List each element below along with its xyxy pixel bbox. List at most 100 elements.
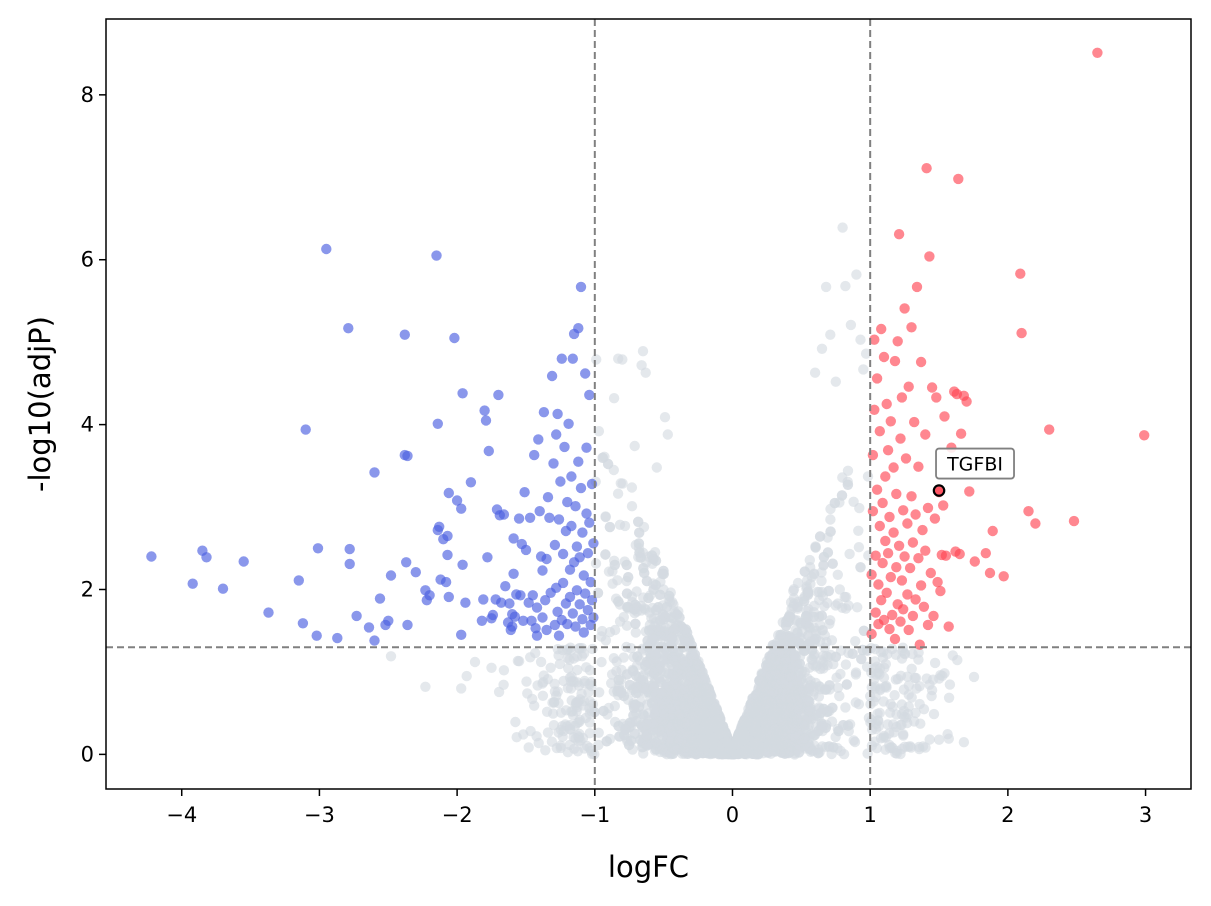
point-down (293, 575, 304, 586)
point-ns (566, 706, 577, 717)
point-ns (845, 319, 857, 331)
point-down (581, 442, 592, 453)
point-ns (958, 737, 970, 748)
point-ns (549, 678, 560, 689)
point-down (401, 557, 412, 568)
point-ns (853, 699, 865, 710)
point-up (922, 619, 934, 631)
point-ns (540, 745, 551, 756)
point-ns (692, 658, 703, 670)
point-ns (651, 462, 662, 473)
point-ns (638, 563, 649, 574)
point-ns (814, 531, 826, 542)
point-ns (832, 682, 844, 693)
point-ns (780, 708, 791, 719)
x-tick-label: −2 (442, 803, 473, 827)
point-down (369, 635, 380, 646)
point-ns (680, 729, 692, 740)
point-down (518, 615, 529, 626)
point-down (201, 552, 212, 563)
point-ns (921, 673, 932, 684)
point-ns (678, 660, 689, 671)
point-ns (928, 708, 940, 720)
point-ns (786, 672, 797, 683)
point-ns (667, 632, 678, 644)
point-ns (888, 727, 900, 738)
point-down (321, 243, 332, 255)
point-up (877, 557, 888, 569)
point-down (187, 578, 198, 589)
point-ns (741, 744, 752, 756)
point-ns (633, 538, 645, 549)
point-up (896, 575, 908, 586)
point-up (1030, 518, 1041, 529)
point-up (870, 607, 881, 618)
point-ns (609, 559, 620, 571)
point-ns (837, 222, 848, 233)
point-up (913, 461, 924, 472)
point-up (888, 462, 899, 473)
point-ns (788, 584, 800, 595)
point-ns (456, 683, 467, 694)
point-up (896, 392, 908, 403)
point-ns (710, 702, 721, 714)
point-up (920, 429, 931, 440)
point-up (880, 535, 891, 547)
point-ns (870, 691, 881, 703)
point-ns (618, 611, 629, 623)
point-ns (825, 615, 836, 626)
point-ns (802, 673, 813, 684)
point-down (238, 556, 249, 567)
point-ns (669, 623, 680, 635)
point-up (906, 491, 917, 502)
point-down (509, 611, 521, 622)
point-up (893, 229, 905, 240)
point-down (566, 520, 577, 532)
point-down (582, 548, 594, 559)
point-ns (640, 660, 651, 671)
point-down (442, 549, 453, 561)
point-down (551, 429, 562, 440)
point-up (909, 416, 920, 428)
point-ns (523, 742, 534, 753)
point-ns (926, 690, 937, 702)
series-down (146, 243, 599, 646)
point-ns (813, 748, 824, 759)
point-ns (850, 636, 861, 647)
y-tick-label: 8 (81, 83, 94, 107)
point-up (866, 628, 877, 640)
point-down (507, 621, 518, 632)
point-ns (792, 627, 803, 638)
point-ns (385, 651, 397, 662)
point-down (344, 558, 355, 570)
point-ns (486, 662, 497, 673)
point-ns (551, 690, 562, 701)
point-up (871, 373, 883, 384)
point-ns (529, 700, 540, 711)
point-ns (644, 625, 655, 636)
point-ns (898, 684, 910, 695)
point-ns (739, 716, 750, 728)
point-up (964, 486, 975, 497)
point-up (938, 500, 949, 511)
point-ns (674, 612, 685, 623)
point-ns (657, 744, 668, 755)
point-up (939, 411, 950, 422)
point-up (878, 351, 890, 363)
point-up (920, 545, 931, 556)
point-ns (783, 747, 794, 759)
point-down (451, 495, 463, 506)
point-ns (730, 738, 741, 750)
point-ns (699, 707, 710, 718)
point-ns (760, 696, 771, 707)
point-ns (924, 734, 935, 745)
point-ns (647, 633, 658, 644)
point-ns (909, 672, 920, 684)
point-up (1044, 424, 1055, 435)
point-ns (877, 652, 889, 663)
point-down (457, 559, 468, 570)
point-ns (661, 696, 672, 707)
y-tick-label: 6 (81, 248, 94, 272)
point-ns (650, 649, 661, 660)
point-down (476, 615, 488, 626)
